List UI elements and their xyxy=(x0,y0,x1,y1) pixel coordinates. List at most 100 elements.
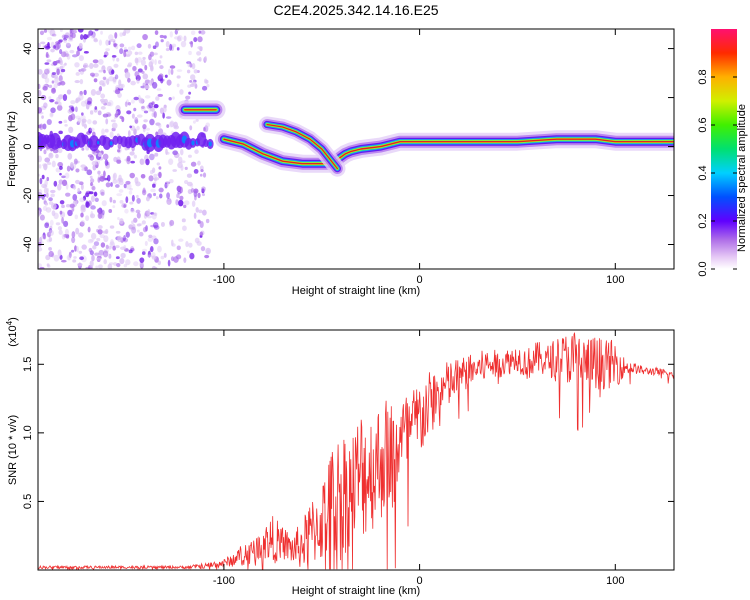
noise-point xyxy=(139,257,145,263)
noise-point xyxy=(130,208,135,213)
noise-point xyxy=(42,86,48,91)
noise-point xyxy=(194,149,199,154)
noise-point xyxy=(163,252,167,258)
noise-point xyxy=(77,117,82,124)
snr-series-line xyxy=(38,331,674,570)
noise-point xyxy=(150,58,155,65)
noise-point xyxy=(114,32,118,39)
noise-point xyxy=(190,161,197,167)
noise-point xyxy=(50,87,57,94)
noise-point xyxy=(52,45,57,49)
noise-point xyxy=(135,209,141,214)
noise-point xyxy=(176,47,180,51)
noise-point xyxy=(165,40,170,48)
noise-point xyxy=(49,98,55,103)
noise-point xyxy=(81,147,85,151)
noise-point xyxy=(49,29,56,37)
noise-point xyxy=(204,254,210,259)
noise-point xyxy=(157,260,162,266)
noise-point xyxy=(53,254,60,262)
main-blob-core xyxy=(97,140,100,145)
noise-point xyxy=(119,48,124,55)
main-blob xyxy=(112,135,119,145)
noise-point xyxy=(87,154,94,158)
noise-point xyxy=(169,65,176,69)
noise-point xyxy=(58,81,62,85)
noise-point xyxy=(169,178,174,184)
snr-x-tick-label: 0 xyxy=(417,575,423,587)
noise-point xyxy=(79,256,84,261)
noise-point xyxy=(45,51,49,58)
noise-point xyxy=(70,249,75,253)
noise-point xyxy=(106,78,110,85)
noise-point xyxy=(69,49,75,54)
noise-point xyxy=(99,80,105,86)
noise-point xyxy=(179,89,184,95)
noise-point xyxy=(115,256,120,260)
noise-point xyxy=(176,69,183,73)
noise-point xyxy=(196,241,202,246)
noise-point xyxy=(140,59,146,66)
noise-point xyxy=(178,156,183,163)
noise-point xyxy=(193,37,198,43)
noise-point xyxy=(128,190,133,195)
track-layer xyxy=(223,138,674,165)
noise-point xyxy=(81,244,87,250)
noise-point xyxy=(175,199,179,206)
noise-point xyxy=(39,236,43,244)
noise-point xyxy=(199,221,204,228)
noise-point xyxy=(80,164,86,169)
noise-point xyxy=(53,43,60,51)
noise-point xyxy=(197,46,203,50)
noise-point xyxy=(108,209,113,214)
noise-point xyxy=(204,55,208,62)
noise-point xyxy=(38,68,43,75)
noise-point xyxy=(43,193,47,197)
noise-point xyxy=(130,80,136,86)
noise-point xyxy=(44,157,51,163)
noise-point xyxy=(101,128,105,136)
noise-point xyxy=(49,112,54,118)
noise-point xyxy=(127,130,131,137)
noise-point xyxy=(145,196,150,202)
noise-point xyxy=(130,160,135,164)
noise-point xyxy=(66,89,72,95)
noise-point xyxy=(81,68,85,72)
noise-point xyxy=(127,62,133,67)
noise-point xyxy=(87,239,94,244)
noise-point xyxy=(95,257,102,261)
noise-point xyxy=(114,89,121,95)
noise-point xyxy=(101,100,106,104)
noise-point xyxy=(51,160,56,168)
noise-point xyxy=(59,59,64,66)
noise-point xyxy=(156,88,162,91)
noise-point xyxy=(165,48,170,52)
noise-point xyxy=(117,217,120,220)
noise-point xyxy=(177,35,182,42)
noise-point xyxy=(100,93,106,99)
noise-point xyxy=(182,225,187,231)
noise-point xyxy=(56,96,61,103)
noise-point xyxy=(94,29,99,32)
noise-point xyxy=(97,264,103,269)
noise-point xyxy=(158,166,162,170)
noise-point xyxy=(80,183,84,190)
noise-point xyxy=(55,222,61,226)
noise-point xyxy=(65,42,71,46)
noise-point xyxy=(112,76,117,83)
noise-point xyxy=(43,184,48,189)
noise-point xyxy=(133,217,138,223)
noise-point xyxy=(70,100,76,105)
noise-point xyxy=(99,189,105,195)
noise-point xyxy=(48,247,52,251)
noise-point xyxy=(39,177,43,185)
noise-point xyxy=(88,127,93,134)
noise-point xyxy=(115,245,120,249)
noise-point xyxy=(116,57,120,62)
noise-point xyxy=(169,120,175,128)
noise-point xyxy=(81,112,84,116)
noise-point xyxy=(80,212,84,218)
noise-point xyxy=(111,122,118,129)
noise-point xyxy=(55,153,59,159)
noise-point xyxy=(134,119,139,124)
